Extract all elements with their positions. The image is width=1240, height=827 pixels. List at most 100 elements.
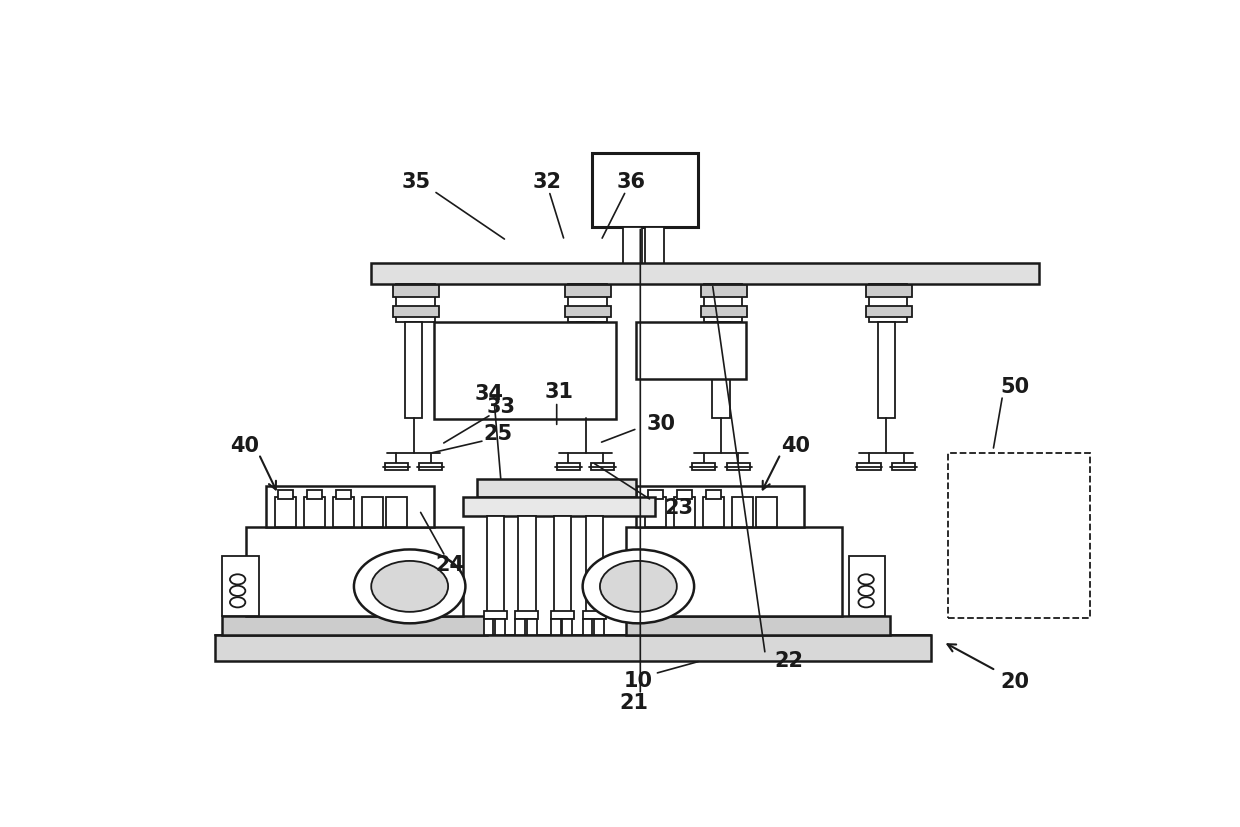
Bar <box>404 323 422 418</box>
Circle shape <box>858 597 874 607</box>
Bar <box>215 635 930 661</box>
Bar <box>622 227 642 270</box>
Bar <box>947 452 1090 619</box>
Text: 20: 20 <box>1001 672 1029 692</box>
Text: 32: 32 <box>533 172 562 192</box>
Bar <box>649 490 663 499</box>
Bar <box>332 496 353 527</box>
Text: 25: 25 <box>484 424 512 444</box>
Bar <box>577 323 594 418</box>
Bar <box>645 496 666 527</box>
Bar <box>727 463 750 470</box>
Circle shape <box>353 549 465 624</box>
Bar <box>516 619 525 635</box>
Bar <box>397 284 435 323</box>
Bar <box>551 611 574 619</box>
Text: 24: 24 <box>435 556 465 576</box>
Circle shape <box>371 561 448 612</box>
Text: 34: 34 <box>475 384 503 404</box>
Bar <box>486 516 503 616</box>
Bar <box>583 619 593 635</box>
Bar <box>677 490 692 499</box>
Bar <box>583 611 605 619</box>
Bar <box>516 611 538 619</box>
Bar <box>477 480 635 497</box>
Bar <box>565 285 611 297</box>
Bar <box>551 619 560 635</box>
Bar <box>869 284 908 323</box>
Bar <box>557 463 580 470</box>
Bar <box>703 496 724 527</box>
Bar <box>222 556 259 616</box>
Bar <box>563 619 572 635</box>
Text: 30: 30 <box>647 414 676 434</box>
Bar <box>635 485 804 527</box>
Bar <box>645 227 665 270</box>
Bar <box>568 284 606 323</box>
Circle shape <box>600 561 677 612</box>
Bar <box>712 323 729 418</box>
Bar <box>849 556 885 616</box>
Bar <box>626 616 890 635</box>
Bar <box>585 516 603 616</box>
Bar <box>701 285 746 297</box>
Bar <box>518 516 536 616</box>
Circle shape <box>858 574 874 585</box>
Text: 35: 35 <box>402 172 432 192</box>
Bar <box>434 323 616 419</box>
Text: 10: 10 <box>624 671 653 691</box>
Bar <box>484 619 494 635</box>
Bar <box>858 463 880 470</box>
Circle shape <box>583 549 694 624</box>
Bar <box>278 490 294 499</box>
Bar <box>371 263 1039 284</box>
Bar <box>247 527 463 616</box>
Bar <box>626 527 842 616</box>
Bar <box>732 496 753 527</box>
Bar <box>866 285 913 297</box>
Text: 40: 40 <box>781 437 811 457</box>
Bar <box>704 284 743 323</box>
Bar <box>304 496 325 527</box>
Bar <box>463 497 655 516</box>
Bar <box>635 323 746 380</box>
Bar <box>755 496 776 527</box>
Bar <box>306 490 322 499</box>
Bar <box>265 485 434 527</box>
Bar <box>393 305 439 317</box>
Bar <box>565 305 611 317</box>
Bar <box>554 516 572 616</box>
Bar <box>384 463 408 470</box>
Bar <box>878 323 895 418</box>
Bar <box>701 305 746 317</box>
Circle shape <box>858 586 874 596</box>
Bar <box>593 153 698 227</box>
Bar <box>527 619 537 635</box>
Text: 40: 40 <box>229 437 259 457</box>
Bar <box>594 619 604 635</box>
Bar <box>362 496 383 527</box>
Circle shape <box>229 586 246 596</box>
Bar <box>892 463 915 470</box>
Text: 36: 36 <box>616 172 645 192</box>
Bar <box>484 611 507 619</box>
Bar <box>275 496 296 527</box>
Text: 22: 22 <box>775 651 804 671</box>
Bar <box>419 463 443 470</box>
Text: 50: 50 <box>1001 377 1029 397</box>
Text: 33: 33 <box>486 397 516 417</box>
Bar <box>706 490 720 499</box>
Circle shape <box>229 574 246 585</box>
Text: 31: 31 <box>544 382 573 402</box>
Bar <box>675 496 696 527</box>
Bar <box>591 463 614 470</box>
Text: 23: 23 <box>665 498 693 518</box>
Text: 21: 21 <box>619 693 649 713</box>
Bar <box>393 285 439 297</box>
Bar <box>386 496 407 527</box>
Bar <box>866 305 913 317</box>
Bar <box>222 616 486 635</box>
Circle shape <box>229 597 246 607</box>
Bar <box>495 619 505 635</box>
Bar <box>336 490 351 499</box>
